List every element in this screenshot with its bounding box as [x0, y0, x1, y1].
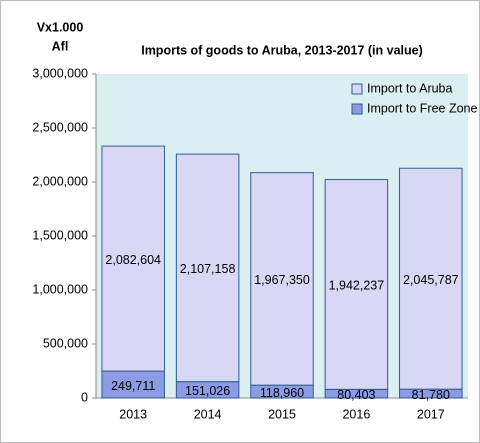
- data-label: 1,967,350: [254, 273, 310, 287]
- y-tick-label: 1,500,000: [32, 228, 88, 242]
- x-tick-label: 2013: [119, 407, 147, 421]
- y-axis-label: Afl: [52, 39, 69, 53]
- legend-swatch: [351, 83, 363, 95]
- data-label: 2,107,158: [180, 262, 236, 276]
- bar-segment: [399, 167, 463, 390]
- data-label: 80,403: [337, 388, 375, 402]
- bar-segment: [324, 179, 389, 390]
- legend-label: Import to Aruba: [367, 81, 453, 95]
- data-label: 151,026: [185, 384, 230, 398]
- x-tick-label: 2017: [417, 407, 445, 421]
- y-tick-label: 2,000,000: [32, 174, 88, 188]
- data-label: 81,780: [412, 388, 450, 402]
- y-tick-label: 500,000: [43, 336, 88, 350]
- x-tick-label: 2016: [342, 407, 370, 421]
- y-tick-label: 2,500,000: [32, 120, 88, 134]
- legend-swatch: [351, 103, 363, 115]
- y-axis-label: Vx1.000: [37, 20, 84, 34]
- data-label: 118,960: [260, 386, 304, 400]
- y-tick-label: 1,000,000: [32, 282, 88, 296]
- data-label: 2,082,604: [105, 253, 161, 267]
- legend-label: Import to Free Zone Aruba: [367, 101, 480, 115]
- data-label: 2,045,787: [403, 273, 459, 287]
- bar-segment: [250, 172, 314, 386]
- bar-segment: [101, 145, 165, 372]
- data-label: 1,942,237: [329, 279, 385, 293]
- x-tick-label: 2015: [268, 407, 296, 421]
- x-tick-label: 2014: [194, 407, 222, 421]
- y-tick-label: 3,000,000: [32, 66, 88, 80]
- data-label: 249,711: [111, 379, 155, 393]
- bar-segment: [175, 153, 240, 383]
- chart-title: Imports of goods to Aruba, 2013-2017 (in…: [141, 43, 423, 57]
- y-tick-label: 0: [81, 390, 88, 404]
